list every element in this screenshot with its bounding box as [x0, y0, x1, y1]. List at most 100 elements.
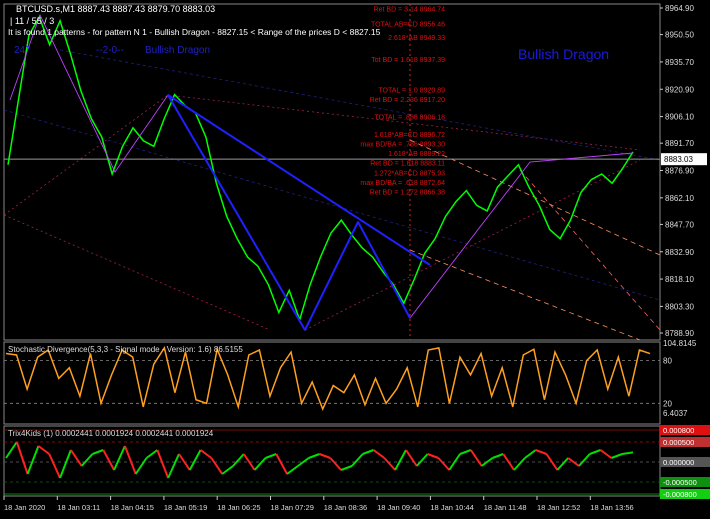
trix-segment: [416, 453, 429, 467]
time-tick-label: 18 Jan 04:15: [111, 503, 154, 512]
fib-label: max BD/BA = .786 8893.30: [360, 141, 445, 148]
trix-segment: [308, 453, 320, 459]
trix-segment: [502, 453, 515, 471]
trix-segment: [599, 449, 612, 459]
fib-label: 1.618*AB 8889.22: [388, 151, 445, 158]
price-line: [7, 15, 634, 323]
dotted-channel-line: [304, 159, 641, 331]
trix-tick-label: 0.000500: [663, 438, 694, 447]
trix-segment: [70, 449, 83, 467]
pattern-params: | 11 / 55 / 3: [10, 16, 55, 26]
time-tick-label: 18 Jan 07:29: [271, 503, 314, 512]
trix-segment: [372, 449, 385, 459]
time-tick-label: 18 Jan 2020: [4, 503, 45, 512]
trix-segment: [545, 453, 559, 471]
price-tick-label: 8876.90: [665, 167, 694, 176]
dotted-channel-line: [3, 94, 169, 216]
trix-segment: [329, 457, 342, 471]
trix-segment: [145, 449, 158, 459]
fib-label: TOTAL = 1.0 8920.89: [378, 87, 445, 94]
price-tick-label: 8862.10: [665, 194, 694, 203]
price-tick-label: 8832.90: [665, 248, 694, 257]
trix-segment: [59, 449, 72, 479]
trix-segment: [156, 449, 170, 479]
fib-label: Ret BD = 2.236 8917.20: [370, 97, 445, 104]
stoch-panel-frame: [3, 341, 661, 425]
dotted-channel-line: [3, 214, 271, 331]
trix-segment: [102, 449, 115, 471]
trix-segment: [383, 457, 396, 471]
price-tick-label: 8964.90: [665, 4, 694, 13]
fib-label: max BD/BA = .618 8872.64: [360, 180, 445, 187]
trix-level-box: [660, 477, 710, 487]
stoch-tick-label: 104.8145: [663, 339, 697, 348]
pattern-number: 247: [14, 45, 31, 56]
trix-segment: [275, 453, 288, 475]
trix-level-box: [660, 425, 710, 435]
trix-segment: [221, 465, 234, 475]
main-panel-frame: [3, 3, 661, 341]
time-tick-label: 18 Jan 06:25: [217, 503, 260, 512]
price-tick-label: 8906.10: [665, 113, 694, 122]
trix-segment: [134, 457, 148, 475]
last-price-box: [661, 153, 707, 166]
trix-tick-label: 0.000000: [663, 458, 694, 467]
trix-segment: [362, 449, 374, 455]
trix-segment: [578, 453, 591, 467]
trix-segment: [622, 451, 634, 455]
fib-label: 1.272*AB=CD 8875.93: [374, 170, 445, 177]
stoch-line: [5, 345, 651, 411]
trix-segment: [556, 457, 569, 471]
pattern-leg: [304, 221, 359, 331]
trix-title: Trix4Kids (1) 0.0002441 0.0001924 0.0002…: [8, 429, 214, 438]
pattern-mid: --2-0--: [96, 45, 124, 56]
fib-label: TOTAL = .886 8906.18: [374, 114, 445, 121]
price-tick-label: 8891.70: [665, 139, 694, 148]
trix-segment: [253, 457, 267, 471]
projection-line: [519, 169, 661, 331]
time-tick-label: 18 Jan 13:56: [590, 503, 633, 512]
stoch-tick-label: 6.4037: [663, 409, 688, 418]
trix-segment: [188, 449, 202, 471]
trix-segment: [394, 449, 407, 471]
stoch-title: Stochastic Divergence(5,3,3 - Signal mod…: [8, 345, 243, 354]
fib-label: 1.618*AB=CD 8896.72: [374, 132, 445, 139]
time-tick-label: 18 Jan 05:19: [164, 503, 207, 512]
price-tick-label: 8935.70: [665, 58, 694, 67]
trix-segment: [459, 449, 472, 455]
trix-segment: [123, 445, 137, 475]
trix-segment: [113, 445, 126, 471]
price-tick-label: 8950.50: [665, 31, 694, 40]
last-price-label: 8883.03: [664, 155, 693, 164]
trix-segment: [319, 453, 331, 459]
trix-segment: [37, 445, 50, 455]
trix-segment: [351, 453, 364, 467]
trix-tick-label: 0.000800: [663, 426, 694, 435]
trix-segment: [535, 449, 547, 455]
time-tick-label: 18 Jan 08:36: [324, 503, 367, 512]
symbol-line: BTCUSD.s,M1 8887.43 8887.43 8879.70 8883…: [16, 4, 216, 14]
trix-segment: [178, 453, 191, 471]
trix-segment: [492, 453, 504, 459]
trix-segment: [80, 453, 94, 467]
trix-segment: [470, 449, 483, 467]
trix-segment: [589, 449, 601, 455]
pattern-name: Bullish Dragon: [145, 45, 211, 56]
fib-label: Ret BD = 3.14 8964.74: [374, 6, 446, 13]
price-tick-label: 8803.30: [665, 302, 694, 311]
trix-segment: [524, 449, 537, 459]
trix-segment: [297, 457, 310, 467]
price-tick-label: 8788.90: [665, 329, 694, 338]
price-tick-label: 8847.70: [665, 220, 694, 229]
trix-segment: [199, 449, 212, 459]
fib-label: Tot BD = 1.618 8937.39: [371, 57, 445, 64]
trix-segment: [92, 449, 104, 455]
trix-tick-label: -0.000800: [663, 490, 697, 499]
fib-label: Ret BD = 1.272 8866.38: [370, 189, 445, 196]
fib-label: 2.618*AB 8949.33: [388, 35, 445, 42]
trix-level-box: [660, 437, 710, 447]
trix-segment: [210, 457, 224, 475]
trix-tick-label: -0.000500: [663, 478, 697, 487]
